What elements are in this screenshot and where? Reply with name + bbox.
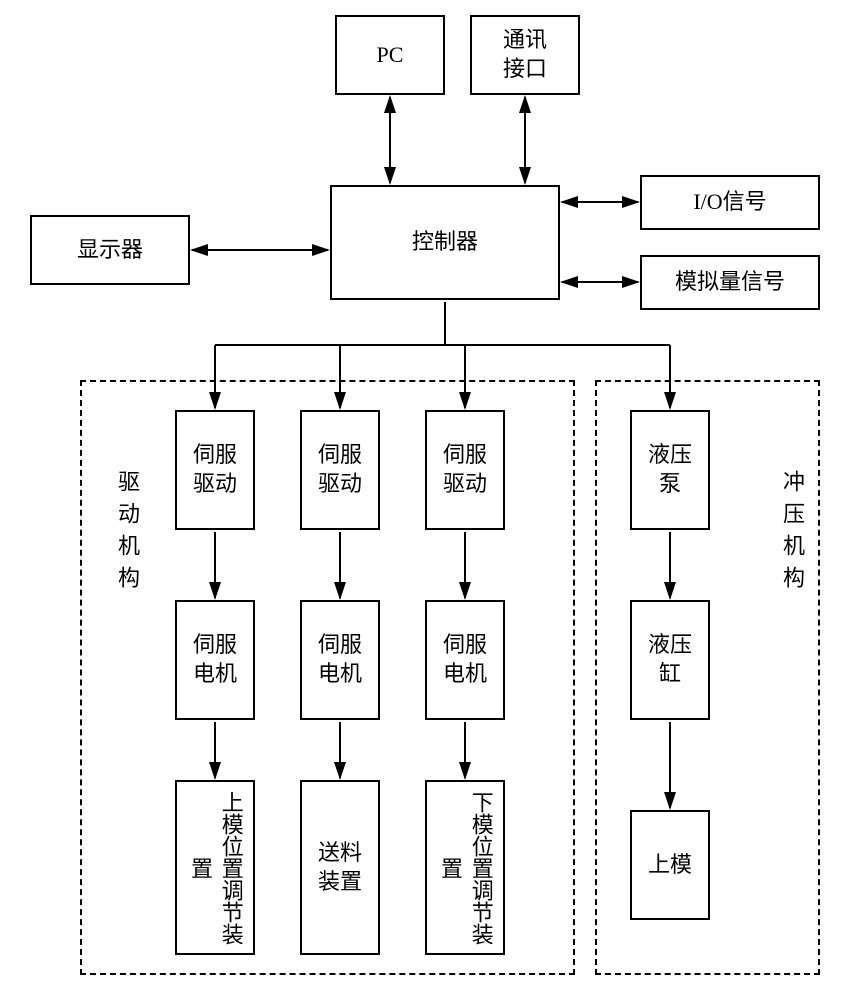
connectors	[0, 0, 862, 1000]
